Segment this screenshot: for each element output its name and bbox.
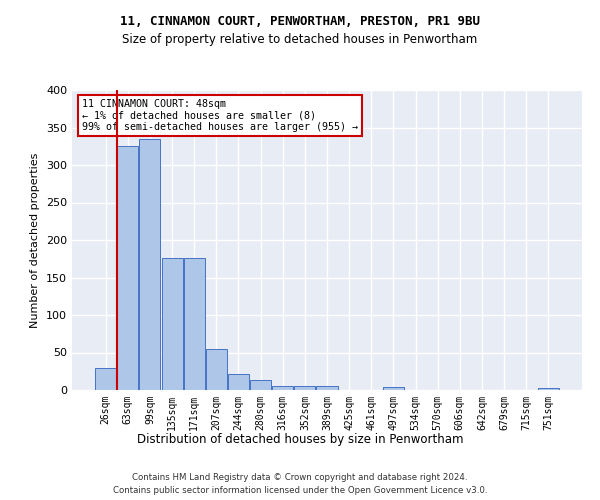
Bar xyxy=(118,146,139,390)
Y-axis label: Number of detached properties: Number of detached properties xyxy=(31,152,40,328)
Text: Distribution of detached houses by size in Penwortham: Distribution of detached houses by size … xyxy=(137,432,463,446)
Text: Contains public sector information licensed under the Open Government Licence v3: Contains public sector information licen… xyxy=(113,486,487,495)
Bar xyxy=(139,138,160,390)
Bar xyxy=(538,388,559,390)
Bar xyxy=(272,386,293,390)
Text: 11, CINNAMON COURT, PENWORTHAM, PRESTON, PR1 9BU: 11, CINNAMON COURT, PENWORTHAM, PRESTON,… xyxy=(120,15,480,28)
Bar xyxy=(295,386,316,390)
Text: 11 CINNAMON COURT: 48sqm
← 1% of detached houses are smaller (8)
99% of semi-det: 11 CINNAMON COURT: 48sqm ← 1% of detache… xyxy=(82,99,358,132)
Bar xyxy=(161,258,182,390)
Bar xyxy=(250,380,271,390)
Bar xyxy=(228,374,249,390)
Bar xyxy=(184,258,205,390)
Bar xyxy=(383,387,404,390)
Text: Contains HM Land Registry data © Crown copyright and database right 2024.: Contains HM Land Registry data © Crown c… xyxy=(132,472,468,482)
Bar xyxy=(95,368,116,390)
Text: Size of property relative to detached houses in Penwortham: Size of property relative to detached ho… xyxy=(122,32,478,46)
Bar xyxy=(206,349,227,390)
Bar xyxy=(316,386,338,390)
